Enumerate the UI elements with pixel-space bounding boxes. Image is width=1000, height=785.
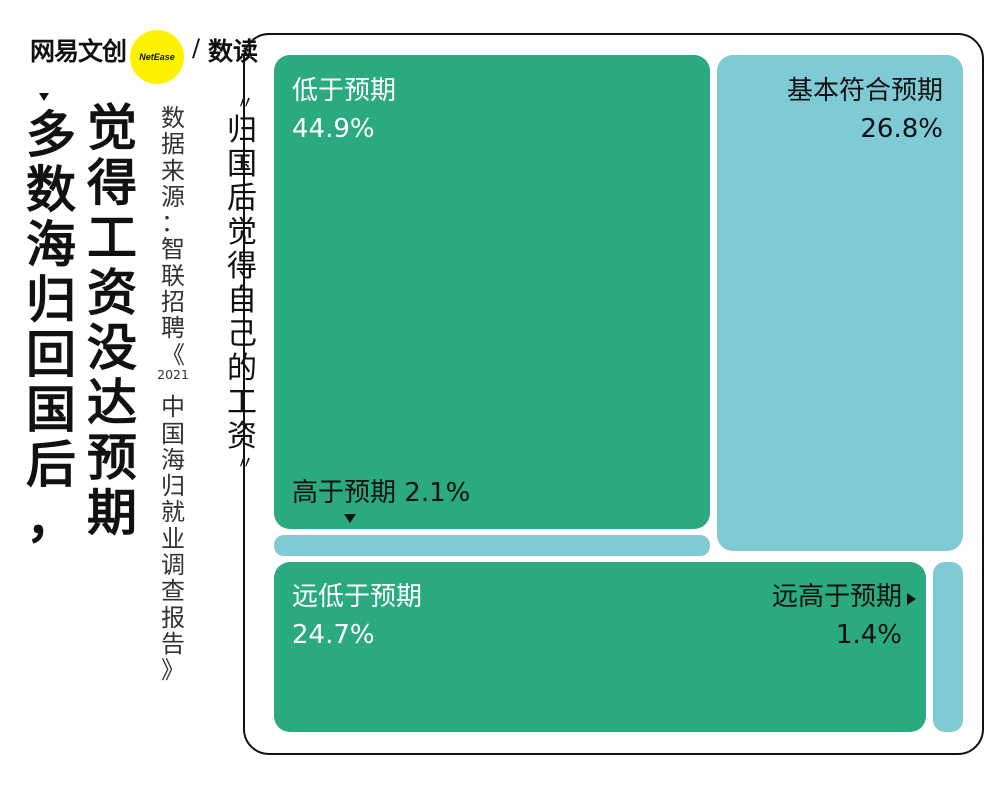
glyph: 海 <box>161 445 185 474</box>
glyph: 回 <box>26 326 76 384</box>
glyph: 得 <box>227 249 257 284</box>
glyph: 觉 <box>87 99 137 157</box>
cell-below-expectation <box>274 55 710 529</box>
headline-line-1: 多数海归回国后， <box>25 110 77 550</box>
label-above-expectation: 高于预期 2.1% <box>292 478 470 509</box>
headline-line-2: 觉得工资没达预期 <box>86 103 138 543</box>
glyph: 2021 <box>157 366 189 382</box>
label-below-expectation: 低于预期 <box>292 76 397 106</box>
brand-name: 网易文创 <box>30 37 127 66</box>
glyph: 报 <box>161 603 185 632</box>
cell-meets-expectation <box>717 55 963 551</box>
glyph: 后 <box>227 181 257 216</box>
label-meets-expectation: 基本符合预期 <box>786 76 943 106</box>
headline-marker-icon <box>39 93 49 101</box>
caption-close-mark: 〃 <box>236 453 254 474</box>
label-far-above-expectation: 远高于预期 <box>771 582 902 612</box>
value-below-expectation: 44.9% <box>292 114 375 144</box>
cell-far-below-expectation <box>274 562 926 732</box>
glyph: 工 <box>227 385 257 420</box>
glyph: 自 <box>227 283 257 318</box>
glyph: 预 <box>87 429 137 487</box>
label-far-below-expectation: 远低于预期 <box>292 582 423 612</box>
glyph: 得 <box>87 154 137 212</box>
glyph: 告 <box>161 629 185 658</box>
netease-badge: NetEase <box>130 30 184 84</box>
glyph: 就 <box>161 498 185 527</box>
glyph: 《 <box>161 340 185 369</box>
glyph: 聘 <box>161 314 185 343</box>
glyph: 国 <box>161 419 185 448</box>
value-far-above-expectation: 1.4% <box>835 620 902 650</box>
cell-far-above-expectation <box>933 562 963 732</box>
chart-frame <box>243 33 984 755</box>
arrow-down-icon <box>344 514 356 523</box>
glyph: 国 <box>26 381 76 439</box>
glyph: 源 <box>161 182 185 211</box>
glyph: 的 <box>227 351 257 386</box>
value-far-below-expectation: 24.7% <box>292 620 375 650</box>
value-above-expectation: 2.1% <box>404 478 471 508</box>
glyph: 多 <box>26 106 76 164</box>
glyph: 数 <box>26 161 76 219</box>
value-meets-expectation: 26.8% <box>860 114 943 144</box>
glyph: 来 <box>161 156 185 185</box>
glyph: 己 <box>227 317 257 352</box>
glyph: 海 <box>26 216 76 274</box>
glyph: 国 <box>227 147 257 182</box>
glyph: 》 <box>161 656 185 685</box>
glyph: 觉 <box>227 215 257 250</box>
glyph: 资 <box>87 264 137 322</box>
glyph: 期 <box>87 484 137 542</box>
glyph: 智 <box>161 235 185 264</box>
glyph: ： <box>161 209 185 238</box>
glyph: 归 <box>227 113 257 148</box>
glyph: 没 <box>87 319 137 377</box>
arrow-right-icon <box>907 593 916 605</box>
glyph: 资 <box>227 419 257 454</box>
glyph: 归 <box>161 472 185 501</box>
glyph: ， <box>26 491 76 549</box>
glyph: 归 <box>26 271 76 329</box>
glyph: 中 <box>161 393 185 422</box>
glyph: 数 <box>161 104 185 132</box>
brand-slash: / <box>192 34 201 62</box>
label-above-expectation-text: 高于预期 <box>292 478 397 508</box>
glyph: 查 <box>161 577 185 606</box>
glyph: 招 <box>161 288 185 317</box>
glyph: 调 <box>161 551 185 580</box>
caption-open-mark: 〃 <box>236 93 254 114</box>
cell-above-expectation <box>274 535 710 556</box>
glyph: 业 <box>161 524 185 553</box>
glyph: 后 <box>26 436 76 494</box>
glyph: 联 <box>161 261 185 290</box>
glyph: 达 <box>87 374 137 432</box>
source-note: 数据来源：智联招聘《 2021 中国海归就业调查报告》 <box>157 104 189 685</box>
glyph: 工 <box>87 209 137 267</box>
glyph: 据 <box>161 130 185 159</box>
chart-caption: 归国后觉得自己的工资 <box>224 116 260 456</box>
